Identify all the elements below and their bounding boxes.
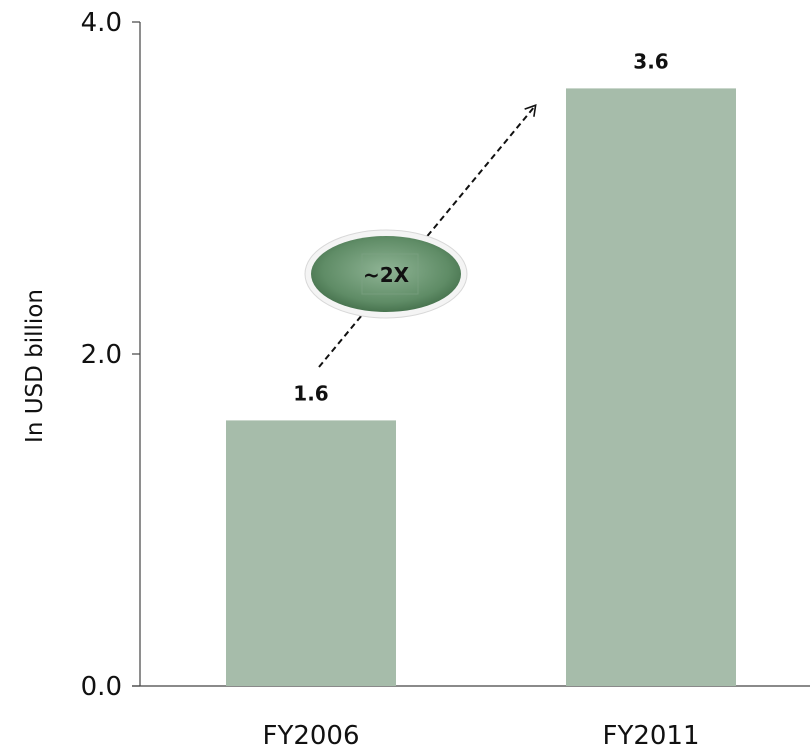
y-tick-label: 0.0	[81, 672, 122, 702]
y-tick-label: 4.0	[81, 8, 122, 38]
data-label-fy2011: 3.6	[633, 49, 668, 73]
bar-fy2011	[566, 88, 736, 686]
growth-badge: ~2X	[304, 229, 468, 319]
y-tick-label: 2.0	[81, 340, 122, 370]
growth-arrow	[318, 104, 537, 368]
x-tick-label-fy2006: FY2006	[262, 721, 359, 751]
y-ticks: 0.0 2.0 4.0	[81, 8, 140, 702]
bar-fy2006	[226, 420, 396, 686]
growth-badge-label: ~2X	[363, 263, 410, 287]
x-tick-label-fy2011: FY2011	[602, 721, 699, 751]
data-label-fy2006: 1.6	[293, 381, 328, 405]
y-axis-title: In USD billion	[22, 289, 48, 443]
